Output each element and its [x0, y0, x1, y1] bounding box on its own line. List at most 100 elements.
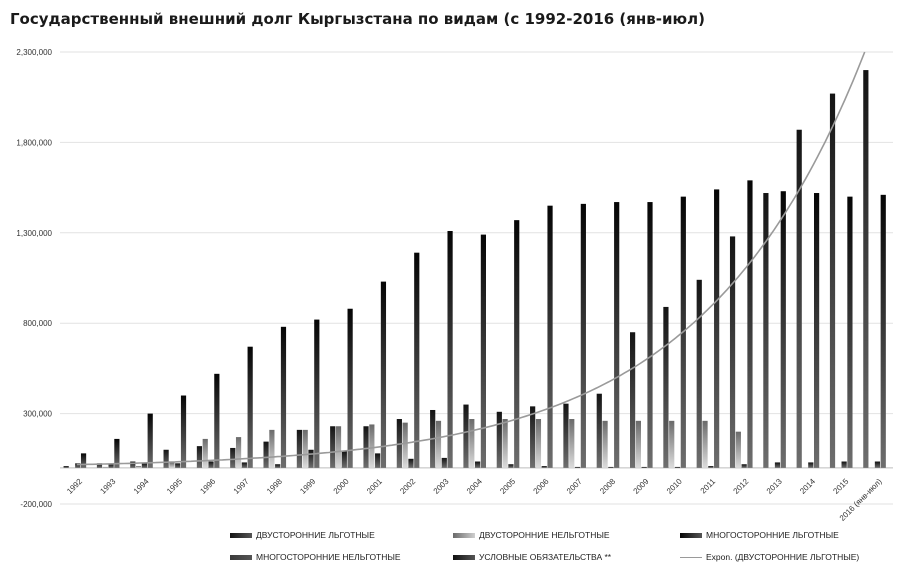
y-tick-label: 300,000 — [23, 410, 52, 419]
bar-bilateral-concessional — [230, 447, 236, 468]
bar-multilateral-concessional — [747, 180, 753, 468]
bar-bilateral-concessional — [530, 406, 536, 468]
bar-bilateral-concessional — [363, 426, 369, 468]
bar-bilateral-nonconcessional — [302, 429, 308, 468]
bar-multilateral-concessional — [314, 319, 320, 468]
bar-multilateral-concessional — [647, 202, 653, 468]
y-tick-label: 2,300,000 — [16, 48, 52, 57]
x-tick-label: 2012 — [732, 477, 751, 496]
bar-multilateral-concessional — [414, 252, 420, 468]
bar-bilateral-nonconcessional — [235, 437, 242, 468]
bar-bilateral-nonconcessional — [335, 426, 342, 468]
x-tick-label: 2007 — [565, 477, 584, 496]
bar-multilateral-concessional — [447, 230, 453, 468]
bar-bilateral-concessional — [563, 403, 569, 468]
x-tick-label: 1997 — [232, 477, 251, 496]
bar-multilateral-concessional — [580, 203, 586, 468]
bar-multilateral-concessional — [114, 438, 120, 468]
bar-bilateral-concessional — [796, 129, 802, 468]
x-tick-label: 2005 — [498, 477, 517, 496]
x-tick-label: 2001 — [365, 477, 384, 496]
bar-bilateral-nonconcessional — [202, 438, 208, 468]
x-tick-label: 2011 — [699, 477, 718, 496]
bar-bilateral-concessional — [863, 70, 869, 468]
x-tick-label: 1998 — [265, 477, 284, 496]
x-tick-label: 2006 — [532, 477, 551, 496]
bar-contingent-liabilities — [275, 464, 281, 468]
bar-contingent-liabilities — [574, 466, 581, 468]
bar-contingent-liabilities — [808, 462, 814, 468]
bar-bilateral-concessional — [163, 449, 169, 468]
bar-contingent-liabilities — [874, 461, 881, 468]
bar-multilateral-concessional — [814, 193, 820, 468]
bar-bilateral-concessional — [496, 411, 502, 468]
x-tick-label: 1996 — [198, 477, 217, 496]
bar-bilateral-concessional — [330, 426, 336, 468]
bar-multilateral-concessional — [714, 189, 720, 468]
bar-multilateral-concessional — [780, 191, 786, 468]
bar-contingent-liabilities — [408, 458, 414, 468]
bar-contingent-liabilities — [508, 464, 514, 468]
bar-bilateral-nonconcessional — [735, 431, 741, 468]
bar-bilateral-concessional — [96, 463, 103, 468]
x-tick-label: 1995 — [165, 477, 184, 496]
x-tick-label: 2004 — [465, 477, 484, 496]
bar-bilateral-concessional — [729, 236, 736, 468]
bar-multilateral-concessional — [147, 413, 153, 468]
bar-contingent-liabilities — [741, 464, 747, 468]
bar-bilateral-nonconcessional — [702, 420, 708, 468]
bar-contingent-liabilities — [774, 462, 781, 468]
x-tick-label: 2015 — [831, 477, 850, 496]
bar-multilateral-concessional — [514, 220, 520, 468]
bar-bilateral-nonconcessional — [402, 422, 408, 468]
bar-bilateral-nonconcessional — [569, 419, 575, 468]
bar-bilateral-nonconcessional — [535, 419, 542, 468]
y-tick-label: 1,800,000 — [16, 138, 52, 147]
bar-multilateral-concessional — [547, 205, 553, 468]
bar-bilateral-concessional — [696, 279, 702, 468]
bar-contingent-liabilities — [641, 466, 647, 468]
bar-contingent-liabilities — [608, 466, 614, 468]
x-tick-label: 2002 — [398, 477, 417, 496]
bar-multilateral-concessional — [347, 308, 353, 468]
bar-contingent-liabilities — [308, 449, 314, 468]
bar-contingent-liabilities — [141, 463, 147, 468]
bar-bilateral-nonconcessional — [469, 419, 475, 468]
y-tick-label: -200,000 — [20, 500, 52, 509]
bar-contingent-liabilities — [241, 462, 247, 468]
bar-multilateral-concessional — [847, 196, 853, 468]
bar-bilateral-concessional — [763, 193, 769, 468]
bar-multilateral-concessional — [380, 281, 387, 468]
bar-bilateral-concessional — [829, 93, 836, 468]
bar-bilateral-nonconcessional — [502, 419, 508, 468]
bar-contingent-liabilities — [175, 463, 181, 468]
bar-bilateral-nonconcessional — [269, 429, 275, 468]
bar-contingent-liabilities — [341, 450, 347, 468]
bar-bilateral-nonconcessional — [102, 466, 108, 468]
bar-bilateral-concessional — [130, 461, 136, 468]
bar-contingent-liabilities — [108, 464, 114, 468]
x-tick-label: 1992 — [65, 477, 84, 496]
bar-contingent-liabilities — [208, 461, 214, 468]
bar-multilateral-concessional — [614, 202, 620, 468]
x-tick-label: 1993 — [98, 477, 117, 496]
y-tick-label: 1,300,000 — [16, 229, 52, 238]
bar-contingent-liabilities — [441, 457, 447, 468]
bar-bilateral-concessional — [463, 404, 469, 468]
bar-bilateral-concessional — [596, 393, 602, 468]
bar-bilateral-nonconcessional — [369, 424, 375, 468]
bar-multilateral-concessional — [80, 453, 87, 468]
x-tick-label: 1999 — [298, 477, 317, 496]
x-tick-label: 2009 — [632, 477, 651, 496]
bar-contingent-liabilities — [75, 463, 81, 468]
chart-title: Государственный внешний долг Кыргызстана… — [10, 10, 705, 28]
bar-bilateral-concessional — [296, 429, 302, 468]
y-tick-label: 800,000 — [23, 319, 52, 328]
bar-bilateral-concessional — [63, 466, 69, 468]
bar-multilateral-concessional — [280, 326, 287, 468]
bar-bilateral-nonconcessional — [635, 420, 641, 468]
x-tick-label: 2010 — [665, 477, 684, 496]
bar-multilateral-concessional — [480, 234, 486, 468]
